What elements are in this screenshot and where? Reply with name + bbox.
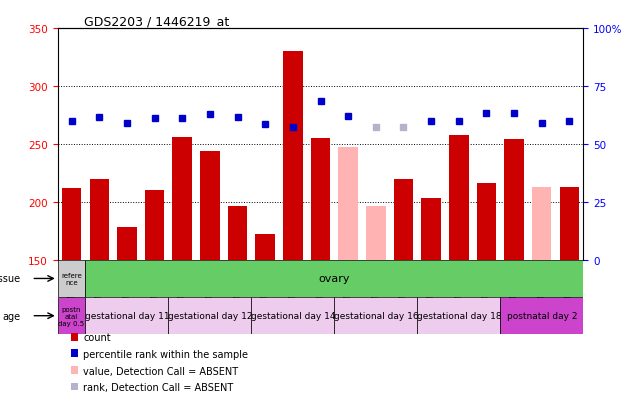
Bar	[504, 140, 524, 260]
Text: ovary: ovary	[319, 274, 350, 284]
Bar	[501, 297, 583, 335]
Text: age: age	[3, 311, 21, 321]
Text: gestational day 14: gestational day 14	[251, 311, 335, 320]
Text: rank, Detection Call = ABSENT: rank, Detection Call = ABSENT	[83, 382, 233, 392]
Bar	[283, 52, 303, 260]
Bar	[172, 138, 192, 260]
Bar	[117, 228, 137, 260]
Bar	[366, 207, 385, 260]
Bar	[311, 139, 330, 260]
Bar	[335, 297, 417, 335]
Bar	[422, 199, 441, 260]
Bar	[338, 148, 358, 260]
Bar	[256, 235, 275, 260]
Bar	[251, 297, 335, 335]
Bar	[85, 297, 169, 335]
Bar	[477, 184, 496, 260]
Bar	[169, 297, 251, 335]
Bar	[58, 260, 85, 297]
Text: value, Detection Call = ABSENT: value, Detection Call = ABSENT	[83, 366, 238, 376]
Text: refere
nce: refere nce	[61, 272, 82, 285]
Text: count: count	[83, 332, 111, 343]
Bar	[228, 207, 247, 260]
Text: postnatal day 2: postnatal day 2	[506, 311, 577, 320]
Bar	[90, 179, 109, 260]
Bar	[58, 297, 85, 335]
Text: GDS2203 / 1446219_at: GDS2203 / 1446219_at	[84, 15, 229, 28]
Bar	[62, 188, 81, 260]
Bar	[560, 188, 579, 260]
Text: postn
atal
day 0.5: postn atal day 0.5	[58, 306, 85, 326]
Bar	[532, 188, 551, 260]
Bar	[145, 191, 164, 260]
Bar	[200, 152, 219, 260]
Bar	[449, 135, 469, 260]
Text: gestational day 11: gestational day 11	[85, 311, 169, 320]
Text: tissue: tissue	[0, 274, 21, 284]
Text: gestational day 16: gestational day 16	[333, 311, 418, 320]
Text: gestational day 18: gestational day 18	[417, 311, 501, 320]
Text: percentile rank within the sample: percentile rank within the sample	[83, 349, 248, 359]
Bar	[394, 179, 413, 260]
Text: gestational day 12: gestational day 12	[167, 311, 252, 320]
Bar	[417, 297, 501, 335]
